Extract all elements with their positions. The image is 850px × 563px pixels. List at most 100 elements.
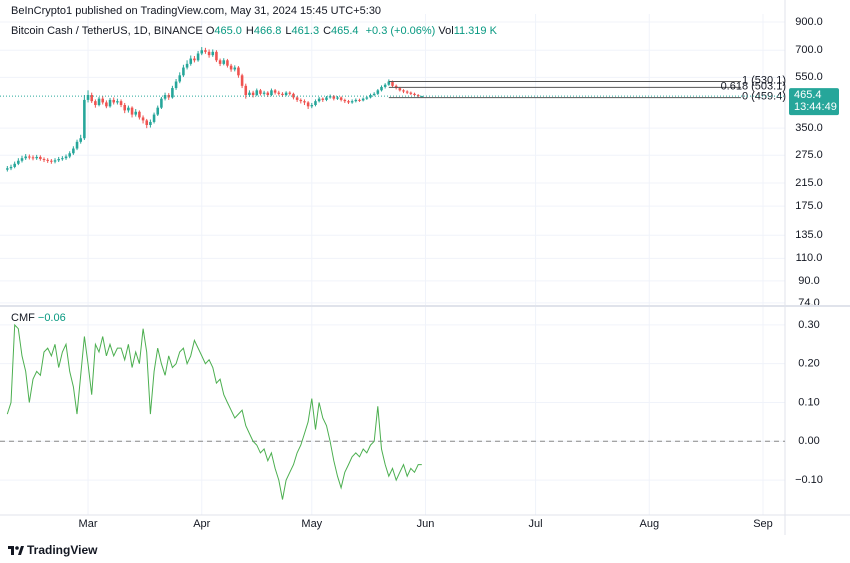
ohlc: O465.0 H466.8 L461.3 C465.4 [206,25,363,37]
candle-body [112,99,115,103]
vol-key: Vol [438,25,454,37]
ohlc-value: 461.3 [291,25,320,37]
candle-body [358,99,361,101]
candle-body [9,166,13,169]
candle-body [299,99,303,102]
candle-body [211,51,215,56]
x-tick-label: May [301,518,322,530]
x-tick-label: Jul [529,518,543,530]
candle-body [229,65,233,70]
candle-body [101,98,104,103]
candle-body [171,88,174,98]
candle-body [130,107,134,115]
candle-body [409,92,413,94]
candle-body [270,90,273,96]
y-tick-label: 0.30 [798,319,819,331]
candle-body [233,67,237,70]
candle-body [178,75,182,82]
candle-body [405,91,409,93]
y-tick-label: 74.0 [798,297,819,309]
candle-body [61,158,64,160]
last-price-label: 465.4 [794,89,822,101]
candle-body [31,157,35,159]
candle-body [273,90,277,93]
candle-body [90,95,93,102]
candle-body [196,53,200,61]
candle-body [413,93,416,96]
y-tick-label: 215.0 [795,177,823,189]
candle-body [200,50,204,54]
cmf-title: CMF [11,312,35,324]
candle-body [119,101,123,106]
candle-body [149,121,152,126]
y-tick-label: 350.0 [795,122,823,134]
candle-body [292,93,295,98]
brand: TradingView [27,543,98,557]
candle-body [6,168,9,170]
candle-body [328,96,332,98]
candle-body [94,101,97,106]
candle-body [163,95,167,99]
candle-body [347,101,350,103]
candle-body [226,60,229,66]
candle-body [420,96,424,98]
ohlc-key: L [285,25,292,37]
candle-body [160,98,163,108]
candle-body [207,51,211,56]
y-tick-label: 90.0 [798,275,819,287]
candle-body [141,117,145,121]
candle-body [317,98,321,102]
candle-body [57,159,60,161]
y-tick-label: 0.10 [798,396,819,408]
symbol-legend: Bitcoin Cash / TetherUS, 1D, BINANCE O46… [11,25,497,37]
candle-body [116,101,119,103]
ohlc-value: 465.4 [331,25,359,37]
ohlc-value: 465.0 [214,25,242,37]
candle-body [295,97,299,100]
candle-body [28,156,31,158]
candle-body [284,92,288,96]
candle-body [391,81,394,86]
candle-body [127,107,130,111]
candle-body [222,60,226,64]
candle-body [380,86,383,91]
candle-body [174,81,178,89]
candle-body [189,58,193,64]
candle-body [259,90,262,94]
candle-body [156,107,160,115]
candle-body [244,85,248,96]
candle-body [325,97,328,100]
candle-body [108,99,112,107]
ohlc-key: H [245,25,254,37]
candle-body [354,99,358,102]
candle-body [339,97,343,100]
candle-body [398,88,402,91]
candle-body [185,63,189,68]
candle-body [387,81,391,85]
x-tick-label: Mar [79,518,98,530]
candle-body [383,84,387,87]
candle-body [288,92,292,94]
fib-label: 0.618 (503.1) [721,80,786,92]
candle-body [204,50,207,52]
candle-body [402,90,405,92]
last-price-box [789,88,839,116]
candle-body [50,160,53,162]
candle-body [13,163,16,167]
candle-body [332,96,336,99]
logo [8,546,24,555]
ohlc-value: 466.8 [253,25,282,37]
candle-body [35,156,38,159]
candle-body [134,111,138,115]
countdown: 13:44:49 [794,101,837,113]
ohlc-key: O [205,25,215,37]
footer-brand: TradingView [8,543,97,557]
candle-body [64,156,68,159]
candle-body [123,105,127,111]
candle-body [218,60,222,64]
candle-body [361,98,365,101]
fib-label: 1 (530.1) [742,74,786,86]
candle-body [251,92,255,96]
